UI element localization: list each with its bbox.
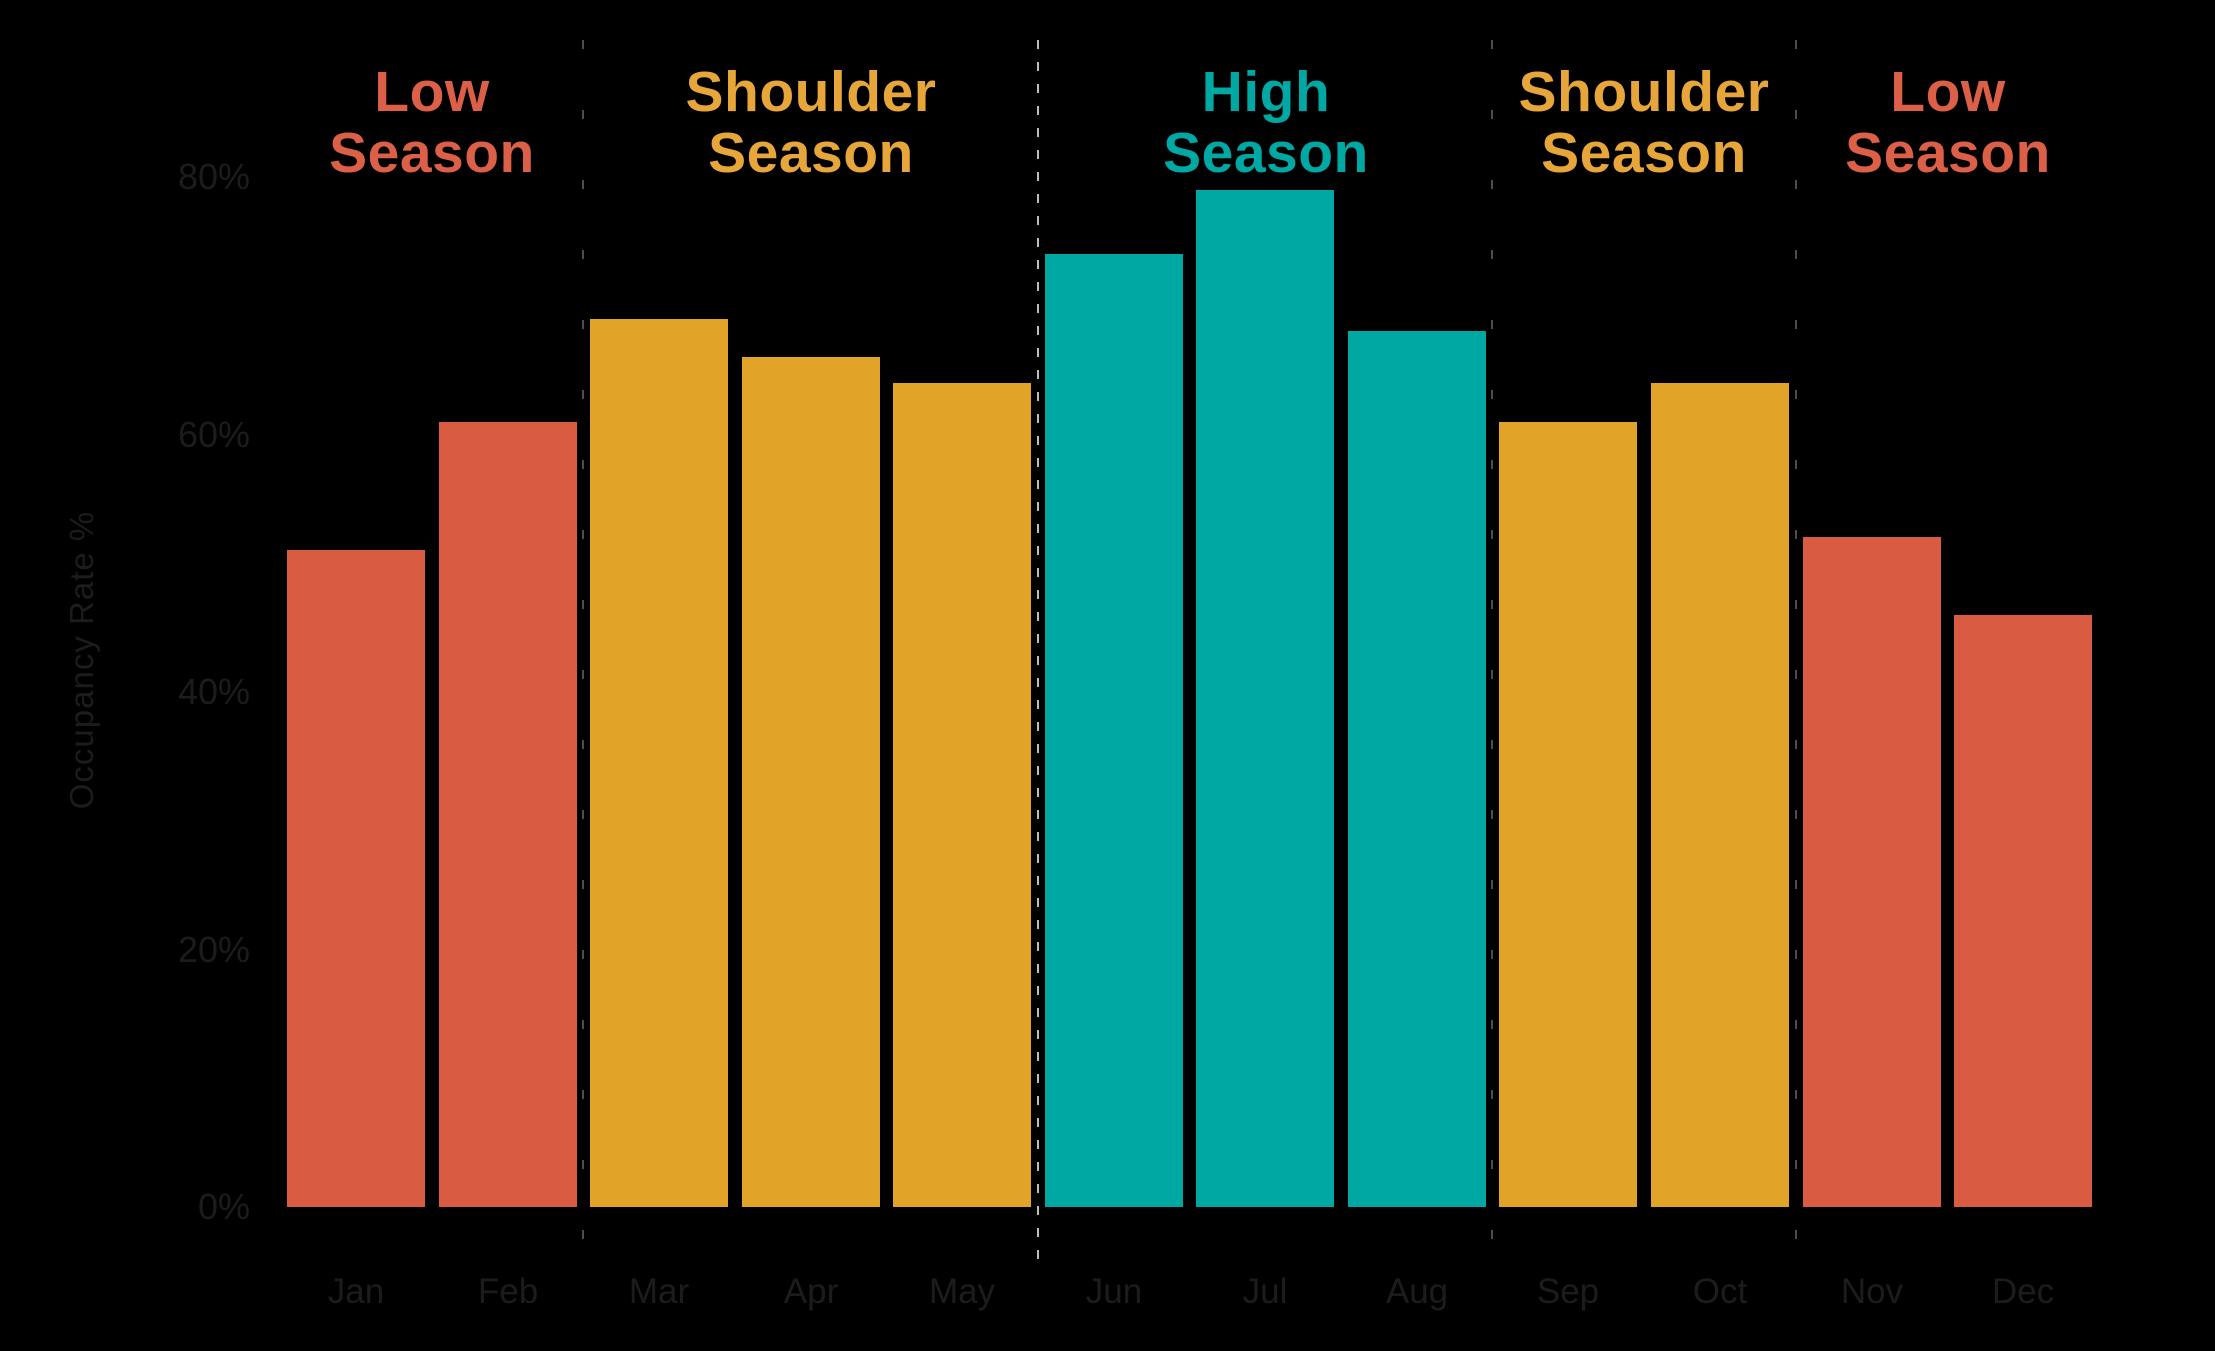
y-axis-title: Occupancy Rate % (63, 510, 100, 810)
y-tick-label-80: 80% (177, 156, 250, 197)
x-tick-label-feb: Feb (477, 1272, 539, 1311)
season-band-label-line2: Season (1845, 121, 2051, 185)
x-tick-label-dec: Dec (1991, 1272, 2055, 1311)
season-separator-line-oct-nov (1795, 40, 1797, 1262)
x-tick-label-jun: Jun (1085, 1272, 1143, 1311)
season-band-label-low-10: Low Season (1708, 62, 2188, 184)
x-tick-label-may: May (928, 1272, 996, 1311)
x-tick-label-sep: Sep (1536, 1272, 1600, 1311)
season-separator-line-may-jun (1037, 40, 1039, 1262)
season-band-label-shoulder-2: Shoulder Season (571, 62, 1051, 184)
season-band-label-line1: High (1201, 60, 1331, 124)
season-band-label-line2: Season (1163, 121, 1369, 185)
x-tick-label-jan: Jan (327, 1272, 385, 1311)
bar-oct (1651, 383, 1789, 1207)
season-band-label-line2: Season (708, 121, 914, 185)
season-band-label-shoulder-8: Shoulder Season (1404, 62, 1884, 184)
season-band-label-low-0: Low Season (192, 62, 672, 184)
x-tick-label-nov: Nov (1840, 1272, 1904, 1311)
bar-apr (742, 357, 880, 1207)
y-tick-label-60: 60% (177, 414, 250, 455)
bar-feb (439, 422, 577, 1207)
season-band-label-high-5: High Season (1026, 62, 1506, 184)
bar-aug (1348, 331, 1486, 1207)
season-separator-line-aug-sep (1491, 40, 1493, 1262)
bar-jun (1045, 254, 1183, 1207)
y-tick-label-40: 40% (177, 671, 250, 712)
season-band-label-line1: Shoulder (685, 60, 937, 124)
bar-mar (590, 319, 728, 1207)
season-band-label-line2: Season (1541, 121, 1747, 185)
x-tick-label-apr: Apr (783, 1272, 839, 1311)
bar-may (893, 383, 1031, 1207)
bar-jan (287, 550, 425, 1207)
bar-dec (1954, 615, 2092, 1207)
y-tick-label-20: 20% (177, 929, 250, 970)
season-band-label-line1: Shoulder (1518, 60, 1770, 124)
y-tick-label-0: 0% (197, 1186, 250, 1227)
bar-sep (1499, 422, 1637, 1207)
season-band-label-line1: Low (374, 60, 490, 124)
x-tick-label-jul: Jul (1242, 1272, 1288, 1311)
x-tick-label-oct: Oct (1692, 1272, 1748, 1311)
season-band-label-line1: Low (1890, 60, 2006, 124)
season-separator-line-feb-mar (582, 40, 584, 1262)
x-tick-label-aug: Aug (1385, 1272, 1449, 1311)
bar-jul (1196, 190, 1334, 1207)
season-band-label-line2: Season (329, 121, 535, 185)
bar-nov (1803, 537, 1941, 1207)
x-tick-label-mar: Mar (628, 1272, 690, 1311)
